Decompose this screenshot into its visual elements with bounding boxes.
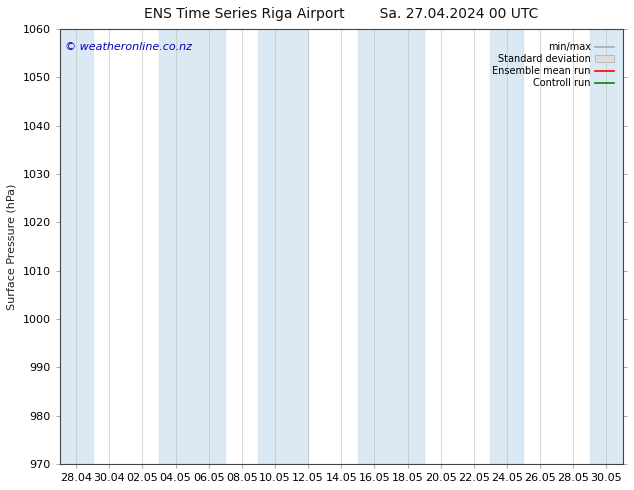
Bar <box>490 29 524 464</box>
Bar <box>259 29 308 464</box>
Bar <box>590 29 623 464</box>
Title: ENS Time Series Riga Airport        Sa. 27.04.2024 00 UTC: ENS Time Series Riga Airport Sa. 27.04.2… <box>144 7 538 21</box>
Text: © weatheronline.co.nz: © weatheronline.co.nz <box>65 42 192 52</box>
Bar <box>159 29 225 464</box>
Legend: min/max, Standard deviation, Ensemble mean run, Controll run: min/max, Standard deviation, Ensemble me… <box>488 38 618 92</box>
Bar <box>60 29 93 464</box>
Bar <box>358 29 424 464</box>
Y-axis label: Surface Pressure (hPa): Surface Pressure (hPa) <box>7 183 17 310</box>
